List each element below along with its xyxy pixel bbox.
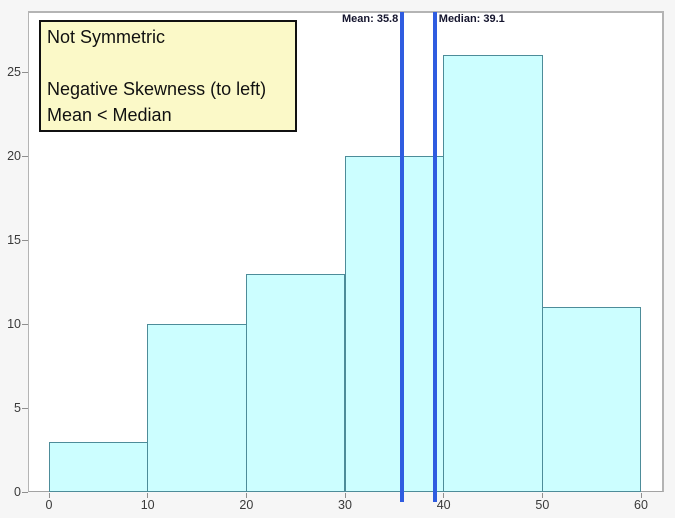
x-axis-tick bbox=[541, 493, 543, 498]
x-tick-label: 20 bbox=[239, 498, 254, 512]
histogram-bar[interactable] bbox=[344, 156, 445, 492]
y-axis-tick bbox=[22, 71, 28, 73]
y-axis-tick bbox=[22, 491, 28, 493]
x-tick-label: 30 bbox=[338, 498, 352, 512]
annotation-text-line: Not Symmetric bbox=[47, 27, 166, 47]
annotation-text-line: Negative Skewness (to left) bbox=[47, 79, 267, 99]
mean-reference-label: Mean: 35.8 bbox=[341, 13, 399, 25]
x-axis-tick bbox=[443, 493, 445, 498]
y-axis-tick bbox=[22, 239, 28, 241]
x-axis-tick bbox=[640, 493, 642, 498]
x-axis-tick bbox=[147, 493, 149, 498]
annotation-text-line: Mean < Median bbox=[47, 105, 172, 125]
histogram-bar[interactable] bbox=[48, 441, 149, 492]
x-tick-label: 10 bbox=[140, 498, 155, 512]
median-reference-label: Median: 39.1 bbox=[438, 13, 505, 25]
histogram-bar[interactable] bbox=[245, 273, 346, 492]
y-tick-label: 15 bbox=[7, 233, 21, 247]
annotation-text-line bbox=[47, 50, 289, 76]
y-axis-tick bbox=[22, 155, 28, 157]
y-axis-tick bbox=[22, 407, 28, 409]
annotation-box[interactable]: Not Symmetric Negative Skewness (to left… bbox=[39, 20, 297, 132]
x-tick-label: 60 bbox=[634, 498, 648, 512]
y-tick-label: 0 bbox=[14, 485, 21, 499]
y-tick-label: 20 bbox=[7, 149, 21, 163]
x-axis-tick bbox=[48, 493, 50, 498]
y-tick-label: 5 bbox=[14, 401, 21, 415]
histogram-bar[interactable] bbox=[443, 55, 543, 492]
mean-reference-line[interactable] bbox=[400, 12, 405, 502]
histogram-bar[interactable] bbox=[541, 307, 642, 492]
x-axis-tick bbox=[344, 493, 346, 498]
y-tick-label: 10 bbox=[7, 317, 21, 331]
x-tick-label: 40 bbox=[436, 498, 451, 512]
x-tick-label: 0 bbox=[45, 498, 53, 512]
x-axis-tick bbox=[245, 493, 247, 498]
y-axis-tick bbox=[22, 323, 28, 325]
median-reference-line[interactable] bbox=[432, 12, 437, 502]
x-tick-label: 50 bbox=[535, 498, 550, 512]
y-tick-label: 25 bbox=[7, 65, 21, 79]
histogram-bar[interactable] bbox=[147, 324, 247, 492]
